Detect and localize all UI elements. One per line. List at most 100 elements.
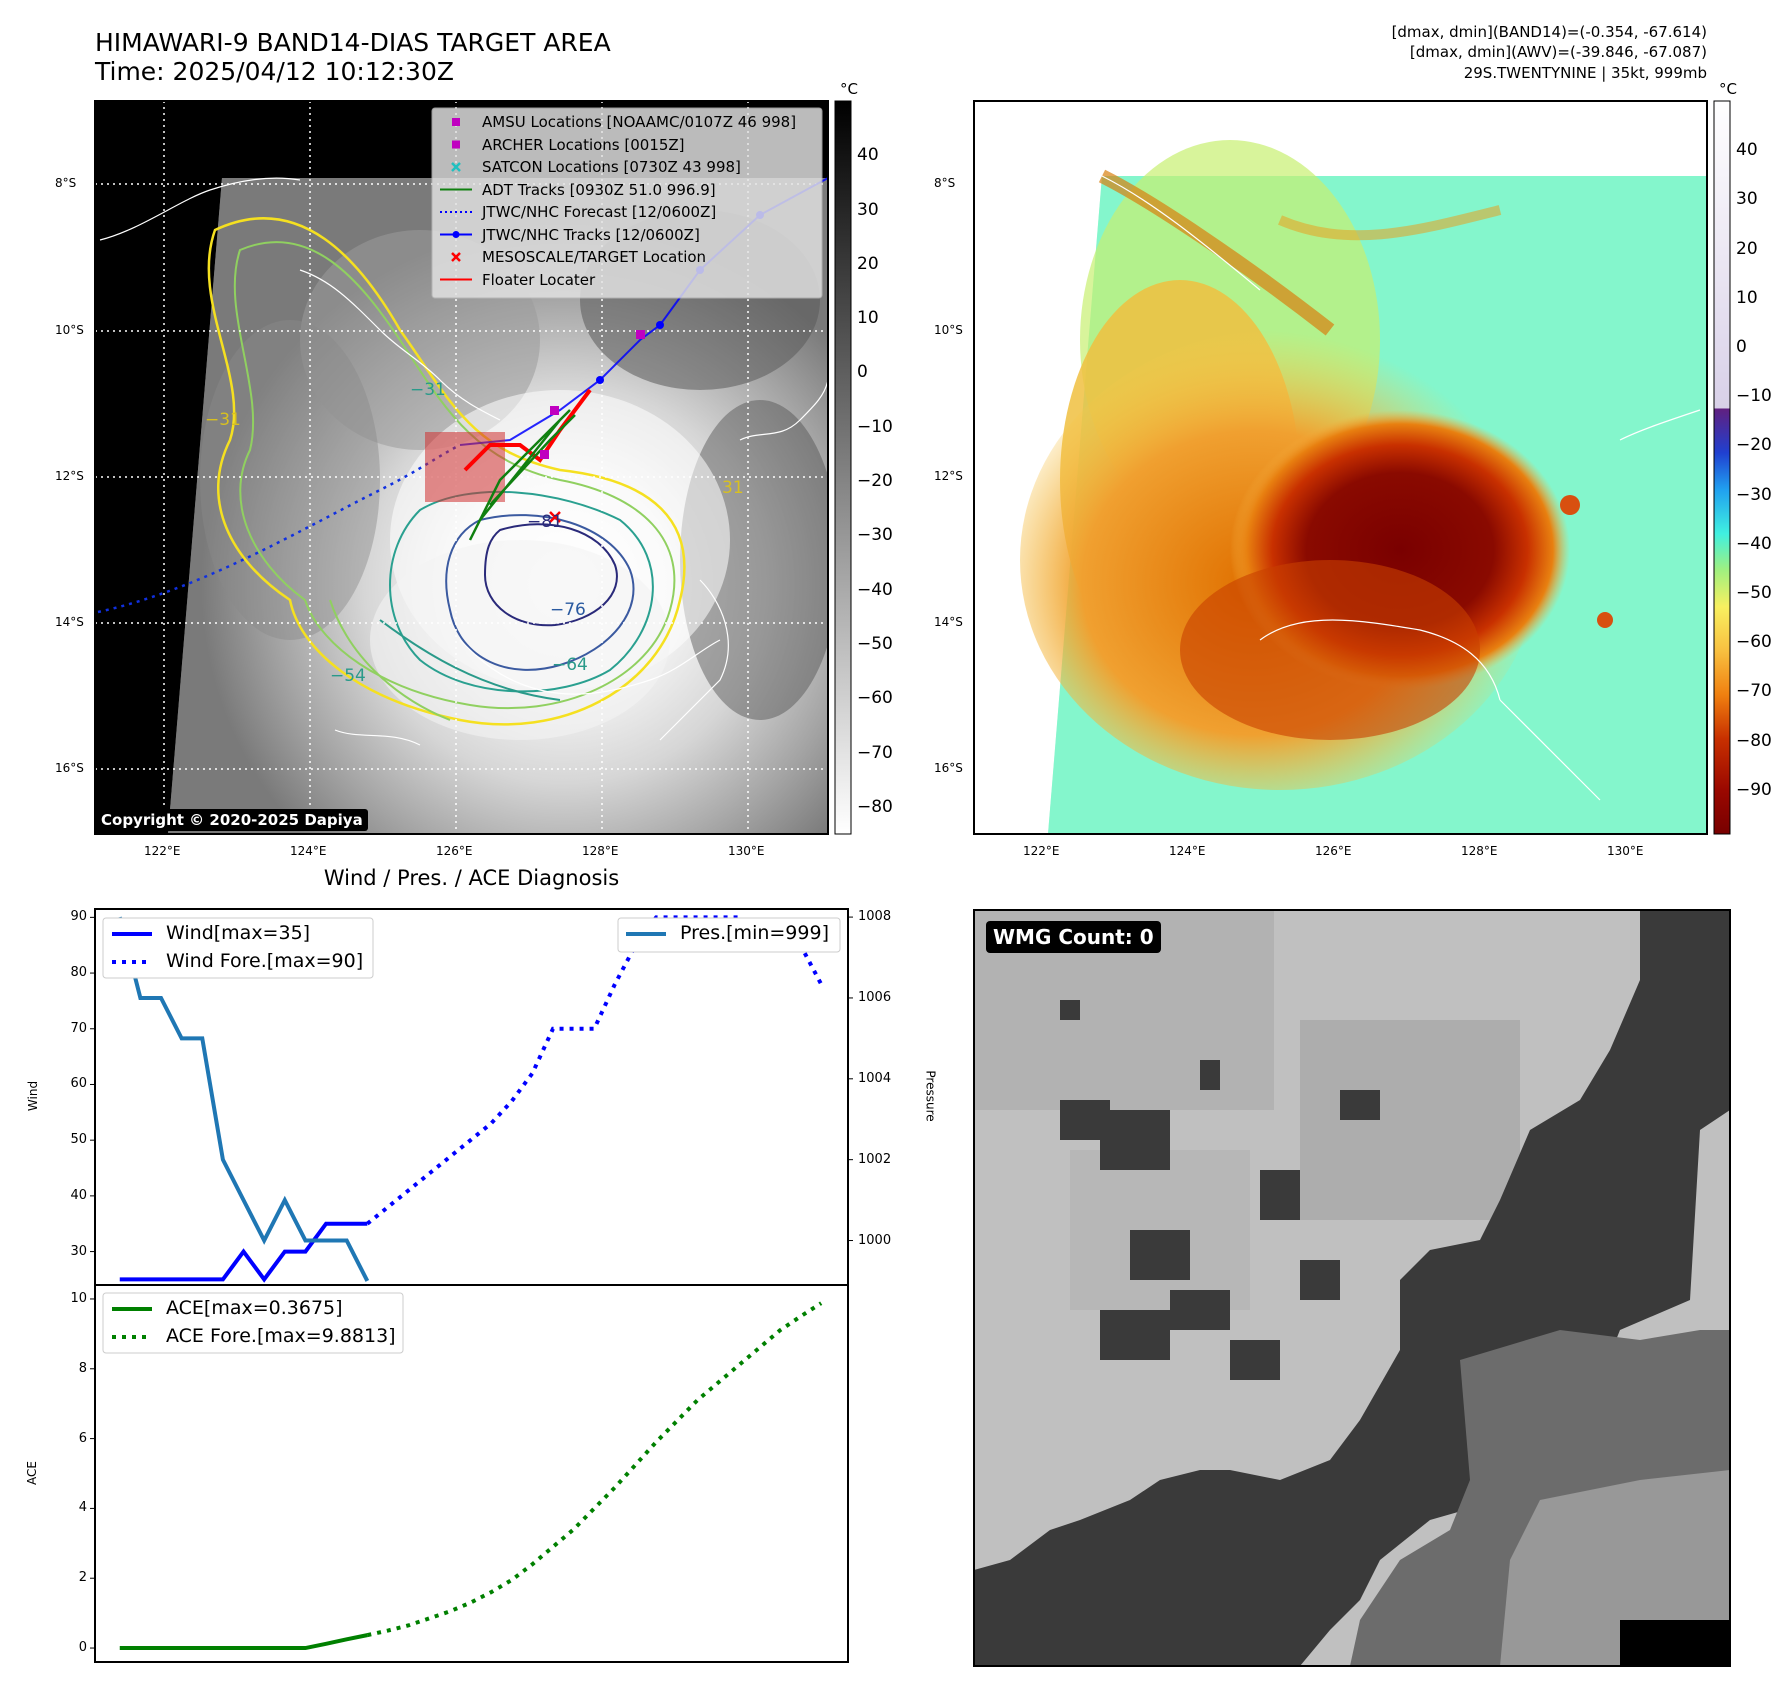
ace-axis-label: ACE [24,1460,39,1485]
awv-map-frame [973,100,1708,835]
ir-colorbar-tick: −80 [857,796,893,817]
awv-colorbar-tick: −30 [1736,484,1772,505]
legend-label: ADT Tracks [0930Z 51.0 996.9] [482,180,716,199]
wind-ytick: 50 [70,1132,87,1148]
pressure-ytick: 1008 [858,909,892,925]
awv-lat-tick: 8°S [934,176,956,190]
legend-label: AMSU Locations [NOAAMC/0107Z 46 998] [482,113,797,131]
wmg-frame [973,909,1731,1667]
ace-forecast-legend-label: ACE Fore.[max=9.8813] [166,1325,396,1347]
awv-lon-tick: 126°E [1315,844,1352,858]
info-line-storm: 29S.TWENTYNINE | 35kt, 999mb [1463,64,1707,82]
awv-colorbar-tick: 40 [1736,140,1758,161]
ir-lon-tick: 128°E [582,844,619,858]
ir-legend [431,107,823,299]
ir-colorbar-tick: 40 [857,145,879,166]
wind-ytick: 40 [70,1187,87,1203]
wind-ytick: 30 [70,1243,87,1259]
diagnosis-charts [90,908,853,1663]
diagnosis-title: Wind / Pres. / ACE Diagnosis [323,866,620,890]
awv-colorbar-tick: 10 [1736,287,1758,308]
pressure-legend-label: Pres.[min=999] [680,922,829,944]
ir-colorbar-tick: 30 [857,199,879,220]
ir-colorbar-tick: 10 [857,308,879,329]
awv-lon-tick: 130°E [1607,844,1644,858]
awv-colorbar-tick: −60 [1736,632,1772,653]
awv-lon-tick: 122°E [1023,844,1060,858]
ir-colorbar-tick: −40 [857,579,893,600]
ir-colorbar-tick: −30 [857,525,893,546]
pressure-legend-box [617,917,841,953]
legend-label: MESOSCALE/TARGET Location [482,248,707,266]
wmg-panel [974,910,1730,1666]
awv-colorbar-tick: −70 [1736,681,1772,702]
wind-axis-label: Wind [26,1080,41,1112]
ir-colorbar-tick: −50 [857,633,893,654]
contour-label: −81 [527,512,563,532]
awv-colorbar-tick: −90 [1736,779,1772,800]
ace-legend-label: ACE[max=0.3675] [166,1297,343,1319]
ir-lon-tick: 130°E [728,844,765,858]
ir-colorbar-tick: −10 [857,416,893,437]
awv-lat-tick: 12°S [934,469,963,483]
awv-colorbar-tick: 20 [1736,238,1758,259]
wind-ytick: 80 [70,965,87,981]
contour-label: −31 [410,380,446,400]
contour-label: 31 [722,478,744,498]
pressure-ytick: 1006 [858,989,892,1005]
ace-ytick: 4 [78,1500,87,1516]
awv-colorbar-tick: −10 [1736,386,1772,407]
legend-label: JTWC/NHC Forecast [12/0600Z] [482,203,717,221]
pressure-ytick: 1004 [858,1070,892,1086]
wind-legend-box [102,917,374,979]
ir-lon-tick: 126°E [436,844,473,858]
wind-legend-label: Wind[max=35] [166,922,311,944]
wind-ytick: 90 [70,909,87,925]
pressure-ytick: 1000 [858,1232,892,1248]
awv-lon-tick: 128°E [1461,844,1498,858]
awv-colorbar-tick: −20 [1736,435,1772,456]
pressure-ytick: 1002 [858,1151,892,1167]
awv-colorbar [1713,100,1731,835]
awv-colorbar-tick: 0 [1736,336,1747,357]
awv-lat-tick: 16°S [934,761,963,775]
ir-colorbar-tick: −20 [857,471,893,492]
wind-ytick: 70 [70,1020,87,1036]
contour-label: −76 [550,600,586,620]
ir-colorbar-unit: °C [840,80,858,98]
awv-colorbar-tick: −50 [1736,582,1772,603]
ace-ytick: 0 [78,1640,87,1656]
awv-lon-tick: 124°E [1169,844,1206,858]
legend-label: SATCON Locations [0730Z 43 998] [482,158,741,176]
ir-lat-tick: 10°S [55,323,84,337]
legend-marker [452,140,460,149]
ir-colorbar-tick: −60 [857,688,893,709]
ir-lat-tick: 16°S [55,761,84,775]
ir-colorbar-tick: 0 [857,362,868,383]
contour-label: −31 [205,410,241,430]
legend-marker [451,252,461,262]
legend-label: ARCHER Locations [0015Z] [482,135,685,154]
legend-label: Floater Locater [482,270,596,289]
wmg-count-badge: WMG Count: 0 [986,921,1161,953]
copyright-badge: Copyright © 2020-2025 Dapiya [96,809,368,831]
ace-ytick: 6 [78,1430,87,1446]
contour-label: −54 [330,666,366,686]
ir-colorbar-tick: −70 [857,742,893,763]
ace-ytick: 2 [78,1570,87,1586]
ir-lat-tick: 12°S [55,469,84,483]
ace-ytick: 8 [78,1360,87,1376]
ir-colorbar [834,100,852,835]
legend-marker [452,118,460,126]
series-line-wind [119,1221,368,1283]
awv-colorbar-tick: 30 [1736,189,1758,210]
ir-lon-tick: 124°E [290,844,327,858]
awv-colorbar-tick: −40 [1736,533,1772,554]
info-line-awv: [dmax, dmin](AWV)=(-39.846, -67.087) [1409,43,1707,61]
legend-label: JTWC/NHC Tracks [12/0600Z] [482,225,700,244]
contour-label: −64 [552,655,588,675]
pressure-axis-label: Pressure [923,1070,938,1122]
wind-forecast-legend-label: Wind Fore.[max=90] [166,950,364,972]
